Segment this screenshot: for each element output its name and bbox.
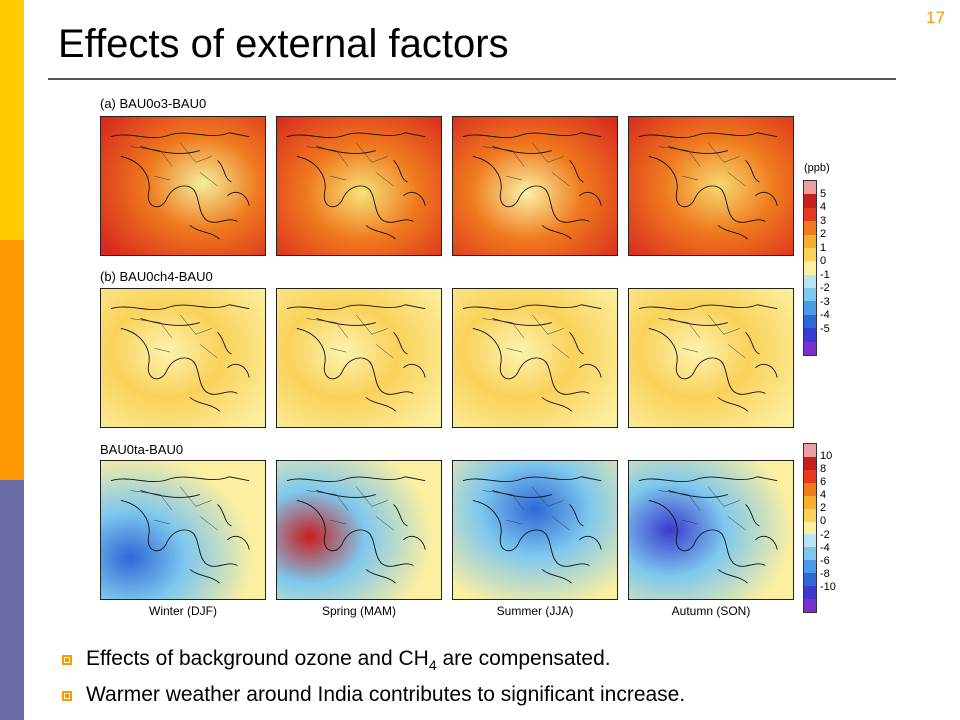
figure-map-grid: (a) BAU0o3-BAU0 (b) BAU0ch4-BAU0 BAU0ta-… [100, 96, 836, 618]
colorbar-swatch [804, 261, 816, 275]
colorbar-swatch [804, 181, 816, 195]
colorbar-swatch [804, 444, 816, 457]
colorbar-swatch [804, 508, 816, 522]
colorbar-temperature [803, 443, 817, 613]
colorbar-swatch [804, 328, 816, 342]
accent-bar-yellow [0, 0, 24, 240]
colorbar-unit: (ppb) [804, 162, 830, 174]
map-panel [628, 116, 794, 256]
map-panel [276, 460, 442, 600]
bullet-text: Effects of background ozone and CH4 are … [86, 646, 611, 674]
season-label-autumn: Autumn (SON) [671, 604, 751, 618]
accent-bar-purple [0, 480, 24, 720]
colorbar-tick-label: 2 [820, 228, 827, 241]
map-panel [100, 288, 266, 428]
colorbar-swatch [804, 521, 816, 535]
colorbar-tick-label: 1 [820, 241, 827, 254]
colorbar-swatch [804, 301, 816, 315]
colorbar-tick-label: 10 [820, 450, 833, 463]
colorbar-swatch [804, 599, 816, 612]
colorbar-tick-label: -2 [820, 528, 830, 541]
map-panel [276, 288, 442, 428]
colorbar-swatch [804, 573, 816, 587]
colorbar-tick-label: 8 [820, 463, 827, 476]
bullet-text: Warmer weather around India contributes … [86, 682, 686, 706]
colorbar-swatch [804, 586, 816, 600]
colorbar-tick-label: -6 [820, 554, 830, 567]
map-panel [452, 116, 618, 256]
bullet-item: Effects of background ozone and CH4 are … [62, 642, 942, 678]
colorbar-tick-label: -2 [820, 282, 830, 295]
colorbar-tick-label: -8 [820, 567, 830, 580]
slide-number: 17 [926, 8, 945, 27]
colorbar-tick-label: 3 [820, 214, 827, 227]
season-label-summer: Summer (JJA) [496, 604, 574, 618]
colorbar-swatch [804, 221, 816, 235]
bullet-item: Warmer weather around India contributes … [62, 678, 942, 714]
row-label-ch4: (b) BAU0ch4-BAU0 [100, 269, 213, 284]
slide-title: Effects of external factors [58, 22, 509, 66]
colorbar-tick-label: -3 [820, 295, 830, 308]
colorbar-swatch [804, 482, 816, 496]
colorbar-tick-label: 4 [820, 489, 827, 502]
colorbar-tick-label: 5 [820, 187, 827, 200]
colorbar-swatch [804, 341, 816, 355]
map-panel [100, 116, 266, 256]
colorbar-tick-label: -10 [820, 580, 836, 593]
colorbar-swatch [804, 560, 816, 574]
accent-bar-orange [0, 240, 24, 480]
map-panel [628, 460, 794, 600]
colorbar-swatch [804, 194, 816, 208]
colorbar-swatch [804, 547, 816, 561]
season-label-spring: Spring (MAM) [321, 604, 396, 618]
colorbar-swatch [804, 247, 816, 262]
row-label-ozone: (a) BAU0o3-BAU0 [100, 96, 207, 111]
map-panel [628, 288, 794, 428]
colorbar-swatch [804, 495, 816, 509]
colorbar-swatch [804, 234, 816, 248]
colorbar-tick-label: 4 [820, 201, 827, 214]
map-panel [276, 116, 442, 256]
colorbar-tick-label: -1 [820, 268, 830, 281]
square-bullet-icon [62, 691, 72, 701]
bullet-list: Effects of background ozone and CH4 are … [62, 642, 942, 714]
colorbar-tick-label: -4 [820, 309, 830, 322]
colorbar-swatch [804, 456, 816, 470]
colorbar-tick-label: -5 [820, 322, 830, 335]
colorbar-tick-label: -4 [820, 541, 830, 554]
colorbar-swatch [804, 534, 816, 548]
season-label-winter: Winter (DJF) [149, 604, 217, 618]
colorbar-swatch [804, 288, 816, 302]
colorbar-swatch [804, 207, 816, 222]
colorbar-tick-label: 0 [820, 515, 827, 528]
square-bullet-icon [62, 655, 72, 665]
colorbar-swatch [804, 314, 816, 329]
map-panel [452, 460, 618, 600]
map-panel [100, 460, 266, 600]
map-panel [452, 288, 618, 428]
colorbar-tick-label: 0 [820, 255, 827, 268]
title-divider [48, 78, 896, 80]
colorbar-swatch [804, 469, 816, 483]
colorbar-ozone [803, 180, 817, 356]
colorbar-tick-label: 2 [820, 502, 827, 515]
colorbar-tick-label: 6 [820, 476, 827, 489]
colorbar-swatch [804, 274, 816, 288]
row-label-temperature: BAU0ta-BAU0 [100, 442, 184, 457]
